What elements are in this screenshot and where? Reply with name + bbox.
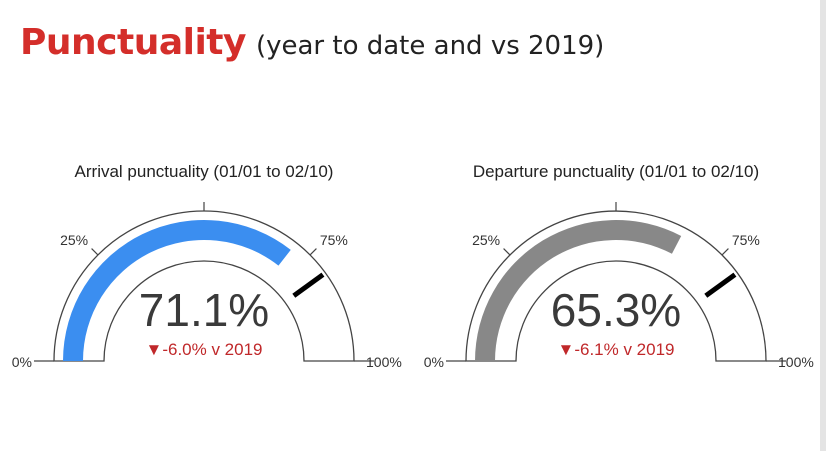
- gauge-title: Arrival punctuality (01/01 to 02/10): [75, 162, 334, 181]
- gauge-tick-label: 100%: [778, 354, 814, 370]
- gauge-tick: [309, 248, 317, 256]
- gauge-tick: [91, 248, 99, 256]
- gauge-tick-label: 25%: [472, 232, 500, 248]
- gauge-tick-label: 0%: [424, 354, 444, 370]
- title-main: Punctuality: [20, 22, 246, 63]
- gauge-tick-label: 75%: [732, 232, 760, 248]
- gauge-title: Departure punctuality (01/01 to 02/10): [473, 162, 759, 181]
- gauge-tick-label: 0%: [12, 354, 32, 370]
- title-subtitle: (year to date and vs 2019): [255, 31, 605, 61]
- gauge-departure: Departure punctuality (01/01 to 02/10) 0%…: [424, 162, 814, 370]
- gauge-arrival: Arrival punctuality (01/01 to 02/10) 0% 25…: [12, 162, 402, 370]
- gauge-tick-label: 75%: [320, 232, 348, 248]
- gauge-target-marker: [704, 272, 737, 298]
- gauge-change-label: ▼-6.1% v 2019: [558, 340, 675, 359]
- gauge-value-label: 65.3%: [551, 284, 681, 336]
- gauge-change-label: ▼-6.0% v 2019: [146, 340, 263, 359]
- gauge-tick-label: 100%: [366, 354, 402, 370]
- gauge-value-fill: [475, 219, 682, 361]
- gauge-value-fill: [63, 220, 291, 361]
- slide-edge: [820, 0, 826, 451]
- gauge-tick: [503, 248, 511, 256]
- gauge-tick-label: 25%: [60, 232, 88, 248]
- slide-title: Punctuality (year to date and vs 2019): [20, 22, 604, 63]
- gauge-tick: [721, 248, 729, 256]
- gauge-value-label: 71.1%: [139, 284, 269, 336]
- gauge-target-marker: [292, 272, 325, 298]
